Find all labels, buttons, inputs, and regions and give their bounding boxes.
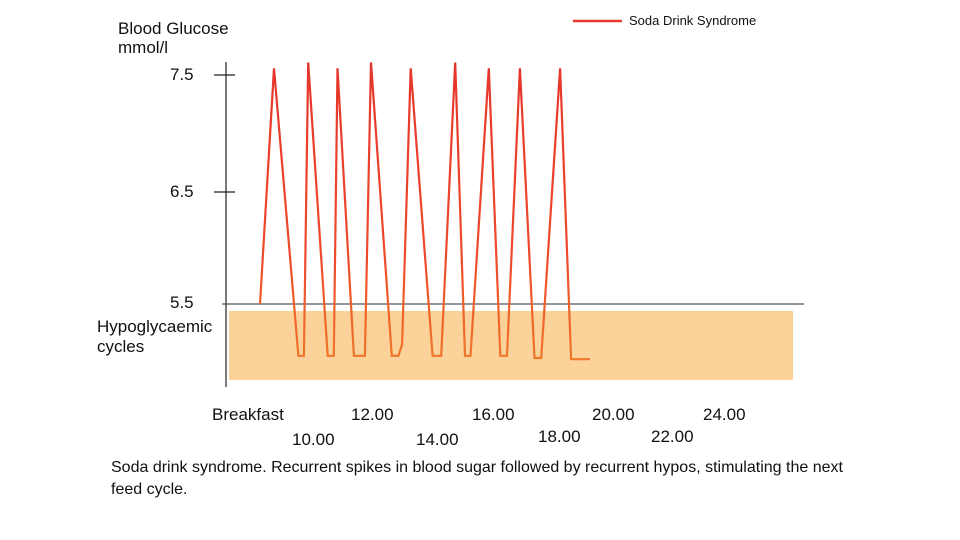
x-tick-label-18: 18.00 <box>538 427 581 446</box>
y-tick-label-6-5: 6.5 <box>170 182 194 201</box>
figure-caption: Soda drink syndrome. Recurrent spikes in… <box>111 459 843 498</box>
y-tick-label-7-5: 7.5 <box>170 65 194 84</box>
x-tick-label-22: 22.00 <box>651 427 694 446</box>
legend-label: Soda Drink Syndrome <box>629 13 756 28</box>
hypoglycaemic-band <box>229 311 793 380</box>
y-axis-title: Blood Glucose <box>118 19 229 38</box>
x-tick-label-12: 12.00 <box>351 405 394 424</box>
x-tick-label-20: 20.00 <box>592 405 635 424</box>
y-axis-unit: mmol/l <box>118 38 169 57</box>
x-tick-label-14: 14.00 <box>416 430 459 449</box>
x-tick-label-breakfast: Breakfast <box>212 405 284 424</box>
x-tick-label-16: 16.00 <box>472 405 515 424</box>
x-tick-label-10: 10.00 <box>292 430 335 449</box>
series-line-soda-drink-syndrome <box>258 62 590 361</box>
x-tick-label-24: 24.00 <box>703 405 746 424</box>
band-label: Hypoglycaemic cycles <box>97 317 213 356</box>
y-tick-label-5-5: 5.5 <box>170 293 194 312</box>
